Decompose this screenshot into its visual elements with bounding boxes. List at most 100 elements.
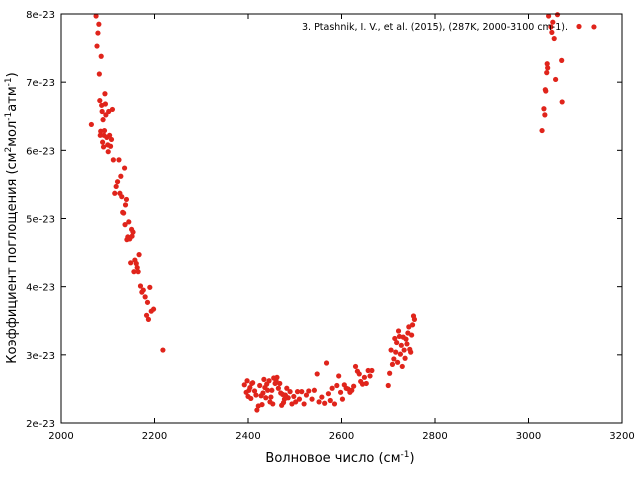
data-point [130,229,136,235]
data-point [100,117,106,123]
data-point [409,322,416,328]
data-point [112,190,118,196]
y-axis-label-sup2: -1 [4,112,14,121]
data-point [325,391,332,397]
data-point [126,219,132,225]
x-axis-label-sup: -1 [401,450,410,460]
y-axis-label: Коэффициент поглощения (см2мол-1атм-1) [4,72,20,363]
data-point [99,108,105,115]
data-point [306,388,312,394]
data-point [543,88,549,94]
data-point [334,382,340,389]
data-point [107,132,113,138]
data-point [395,359,401,365]
data-point [591,24,597,30]
data-point [551,35,557,42]
data-point [98,53,104,59]
data-point [391,356,397,362]
data-point [285,395,291,401]
data-point [363,380,369,387]
data-point [294,389,301,395]
y-tick-label: 2e-23 [26,419,55,430]
data-point [97,97,103,104]
data-point [94,43,100,49]
data-point [88,121,94,128]
data-point [122,202,129,208]
data-point [385,382,391,389]
data-point [550,19,556,25]
y-axis-label-sup3: -1 [4,77,14,86]
data-point [287,389,293,395]
y-axis-label-c: атм [5,86,20,111]
data-point [95,30,101,36]
data-point [254,407,260,413]
x-tick-label: 2400 [235,431,260,442]
data-point [143,312,150,318]
y-axis-label-b: мол [5,121,20,147]
data-point [403,336,409,342]
data-point [253,392,259,398]
data-point [122,222,128,228]
data-point [131,269,137,275]
data-point [544,70,550,76]
data-point [147,284,153,290]
data-point [553,76,559,83]
data-point [107,143,114,149]
data-point [260,390,266,396]
data-point [546,13,552,19]
y-tick-label: 3e-23 [26,351,55,362]
data-point [352,363,359,370]
data-point [121,165,128,171]
data-point [108,136,115,143]
x-axis-label: Волновое число (см-1) [265,450,414,466]
y-tick-label: 8e-23 [26,10,55,21]
data-point [311,387,317,393]
data-point [398,342,404,348]
data-point [559,99,565,105]
data-point [275,385,281,391]
data-point [549,29,555,36]
data-point [277,380,283,387]
data-point [296,396,303,402]
data-point [404,341,410,347]
y-tick-label: 6e-23 [26,146,55,157]
data-point [101,127,108,134]
data-point [263,395,269,401]
data-point [409,332,415,338]
data-point [100,139,106,145]
data-point [113,183,119,190]
data-point [116,157,122,163]
data-point [96,21,102,27]
y-tick-label: 7e-23 [26,78,55,89]
data-point [351,383,357,389]
data-point [244,378,250,384]
data-point [268,394,274,400]
data-point [336,373,342,379]
data-point [247,384,253,391]
data-point [402,355,408,361]
data-point [135,269,141,275]
data-point [349,387,355,393]
data-point [142,294,148,300]
data-point [114,179,121,185]
data-point [319,394,325,400]
data-point [136,252,142,258]
data-point [145,316,152,322]
data-point [150,306,157,312]
data-point [257,382,263,389]
y-axis-label-sup1: 2 [4,147,14,153]
data-point [129,233,135,239]
data-point [389,361,396,367]
data-point [274,374,280,380]
data-point [365,367,371,374]
data-point [105,149,111,155]
data-point [399,363,405,370]
data-point [542,112,548,118]
data-point [395,328,402,334]
legend-marker [576,23,582,30]
data-points [88,12,597,413]
data-point [261,376,267,382]
data-point [241,382,247,388]
